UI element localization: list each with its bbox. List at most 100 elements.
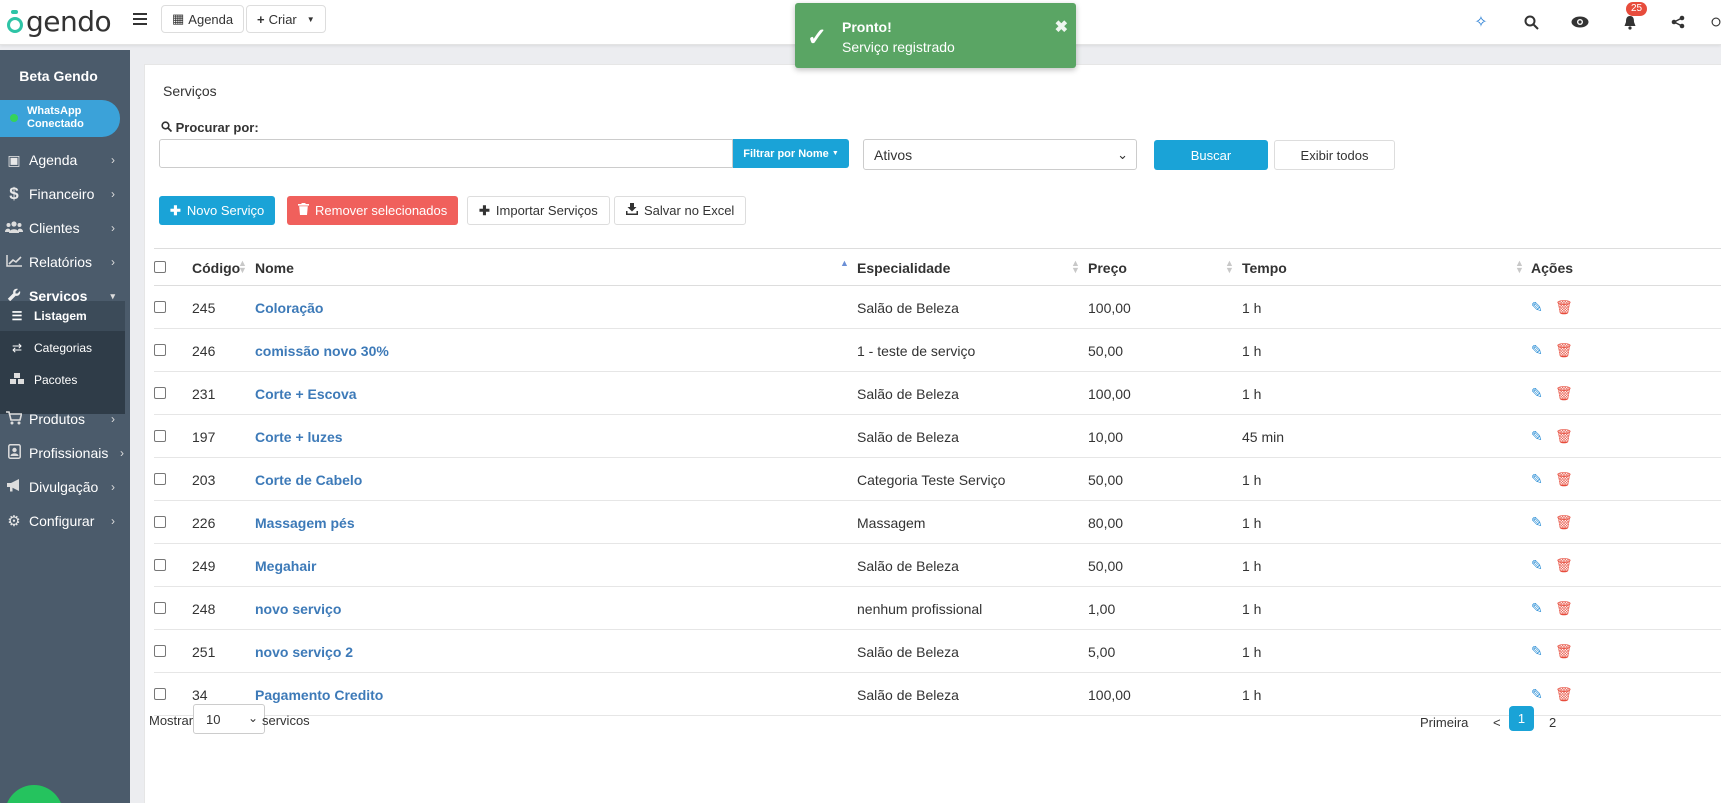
select-all-checkbox[interactable]: [154, 261, 166, 273]
table-row: 249 Megahair Salão de Beleza 50,00 1 h ✎…: [154, 544, 1721, 587]
user-menu-icon[interactable]: [1711, 12, 1721, 32]
sidebar-item-profissionais[interactable]: Profissionais ›: [0, 438, 130, 468]
edit-icon[interactable]: ✎: [1531, 471, 1543, 487]
agenda-button[interactable]: ▦ Agenda: [161, 5, 245, 33]
sidebar-item-servicos[interactable]: Serviços ▾: [0, 281, 130, 311]
service-name-link[interactable]: Corte + Escova: [255, 386, 357, 402]
edit-icon[interactable]: ✎: [1531, 600, 1543, 616]
sidebar-item-configurar[interactable]: ⚙ Configurar ›: [0, 506, 130, 536]
row-checkbox[interactable]: [154, 301, 166, 313]
service-name-link[interactable]: Corte + luzes: [255, 429, 343, 445]
sort-icon[interactable]: ▲ ▼: [1515, 258, 1524, 275]
column-header-preco[interactable]: Preço: [1088, 260, 1127, 276]
sidebar-item-financeiro[interactable]: $ Financeiro ›: [0, 179, 130, 209]
column-header-tempo[interactable]: Tempo: [1242, 260, 1287, 276]
trash-icon[interactable]: 🗑: [1555, 342, 1573, 358]
service-name-link[interactable]: novo serviço 2: [255, 644, 354, 660]
sparkle-icon[interactable]: ✧: [1474, 14, 1488, 31]
gendo-logo[interactable]: gendo: [6, 5, 112, 39]
filter-by-name-dropdown[interactable]: Filtrar por Nome ▼: [733, 139, 849, 168]
whatsapp-status-button[interactable]: WhatsApp Conectado: [0, 100, 120, 137]
submenu-item-categorias[interactable]: ⇄ Categorias: [0, 333, 125, 363]
sidebar-item-divulgacao[interactable]: Divulgação ›: [0, 472, 130, 502]
page-size-select[interactable]: 10 ⌄: [193, 704, 265, 734]
trash-icon[interactable]: 🗑: [1555, 557, 1573, 573]
toast-close-icon[interactable]: ✖: [1054, 19, 1068, 36]
trash-icon[interactable]: 🗑: [1555, 514, 1573, 530]
criar-dropdown-button[interactable]: + Criar ▼: [246, 5, 326, 33]
service-name-link[interactable]: Massagem pés: [255, 515, 355, 531]
trash-icon[interactable]: 🗑: [1555, 600, 1573, 616]
row-checkbox[interactable]: [154, 430, 166, 442]
trash-icon[interactable]: 🗑: [1555, 299, 1573, 315]
trash-icon[interactable]: 🗑: [1555, 686, 1573, 702]
sidebar-item-relatorios[interactable]: Relatórios ›: [0, 247, 130, 277]
trash-icon[interactable]: 🗑: [1555, 643, 1573, 659]
row-checkbox[interactable]: [154, 559, 166, 571]
trash-icon[interactable]: 🗑: [1555, 428, 1573, 444]
remover-selecionados-button[interactable]: Remover selecionados: [287, 196, 459, 225]
sort-asc-icon[interactable]: ▲: [840, 258, 849, 268]
column-header-nome[interactable]: Nome: [255, 260, 294, 276]
trash-icon[interactable]: 🗑: [1555, 385, 1573, 401]
bell-icon[interactable]: [1620, 12, 1640, 32]
search-label: Procurar por:: [161, 120, 259, 135]
edit-icon[interactable]: ✎: [1531, 299, 1543, 315]
sidebar-item-agenda[interactable]: ▣ Agenda ›: [0, 145, 130, 175]
edit-icon[interactable]: ✎: [1531, 342, 1543, 358]
sidebar-item-clientes[interactable]: Clientes ›: [0, 213, 130, 243]
whatsapp-chat-button[interactable]: [5, 785, 63, 803]
sidebar-item-produtos[interactable]: Produtos ›: [0, 404, 130, 434]
edit-icon[interactable]: ✎: [1531, 557, 1543, 573]
service-name-link[interactable]: comissão novo 30%: [255, 343, 389, 359]
service-name-link[interactable]: novo serviço: [255, 601, 342, 617]
cart-icon: [3, 410, 25, 428]
pagination-first[interactable]: Primeira: [1420, 715, 1469, 730]
pagination-page-next[interactable]: 2: [1549, 715, 1557, 730]
checkmark-icon: ✓: [807, 24, 828, 51]
buscar-button[interactable]: Buscar: [1154, 140, 1268, 170]
service-name-link[interactable]: Corte de Cabelo: [255, 472, 363, 488]
row-checkbox[interactable]: [154, 688, 166, 700]
cell-codigo: 231: [192, 386, 216, 402]
row-checkbox[interactable]: [154, 473, 166, 485]
importar-servicos-button[interactable]: ✚ Importar Serviços: [467, 196, 610, 225]
signpost-icon: ⇄: [11, 341, 23, 355]
service-name-link[interactable]: Coloração: [255, 300, 324, 316]
status-select[interactable]: Ativos ⌄: [863, 139, 1137, 170]
sort-icon[interactable]: ▲ ▼: [1225, 258, 1234, 275]
edit-icon[interactable]: ✎: [1531, 643, 1543, 659]
row-checkbox[interactable]: [154, 344, 166, 356]
salvar-excel-label: Salvar no Excel: [644, 203, 735, 218]
sort-icon[interactable]: ▲ ▼: [238, 258, 247, 275]
search-input[interactable]: [159, 139, 733, 168]
edit-icon[interactable]: ✎: [1531, 686, 1543, 702]
service-name-link[interactable]: Pagamento Credito: [255, 687, 384, 703]
submenu-item-pacotes[interactable]: Pacotes: [0, 365, 125, 395]
exibir-todos-button[interactable]: Exibir todos: [1274, 140, 1395, 170]
salvar-excel-button[interactable]: Salvar no Excel: [614, 196, 747, 225]
cell-codigo: 248: [192, 601, 216, 617]
trash-icon[interactable]: 🗑: [1555, 471, 1573, 487]
service-name-link[interactable]: Megahair: [255, 558, 317, 574]
eye-icon[interactable]: [1570, 12, 1590, 32]
novo-servico-button[interactable]: ✚ Novo Serviço: [159, 196, 276, 225]
cell-codigo: 34: [192, 687, 208, 703]
row-checkbox[interactable]: [154, 645, 166, 657]
search-icon[interactable]: [1521, 12, 1541, 32]
pagination-prev[interactable]: <: [1493, 715, 1501, 730]
row-checkbox[interactable]: [154, 516, 166, 528]
menu-toggle-icon[interactable]: [133, 13, 147, 25]
edit-icon[interactable]: ✎: [1531, 385, 1543, 401]
column-header-especialidade[interactable]: Especialidade: [857, 260, 951, 276]
edit-icon[interactable]: ✎: [1531, 514, 1543, 530]
pagination-page-current[interactable]: 1: [1509, 706, 1534, 731]
sidebar-item-label: Divulgação: [29, 479, 99, 495]
submenu-item-listagem[interactable]: ☰ Listagem: [0, 301, 125, 331]
column-header-codigo[interactable]: Código: [192, 260, 241, 276]
edit-icon[interactable]: ✎: [1531, 428, 1543, 444]
row-checkbox[interactable]: [154, 602, 166, 614]
row-checkbox[interactable]: [154, 387, 166, 399]
sort-icon[interactable]: ▲ ▼: [1071, 258, 1080, 275]
share-icon[interactable]: [1668, 12, 1688, 32]
